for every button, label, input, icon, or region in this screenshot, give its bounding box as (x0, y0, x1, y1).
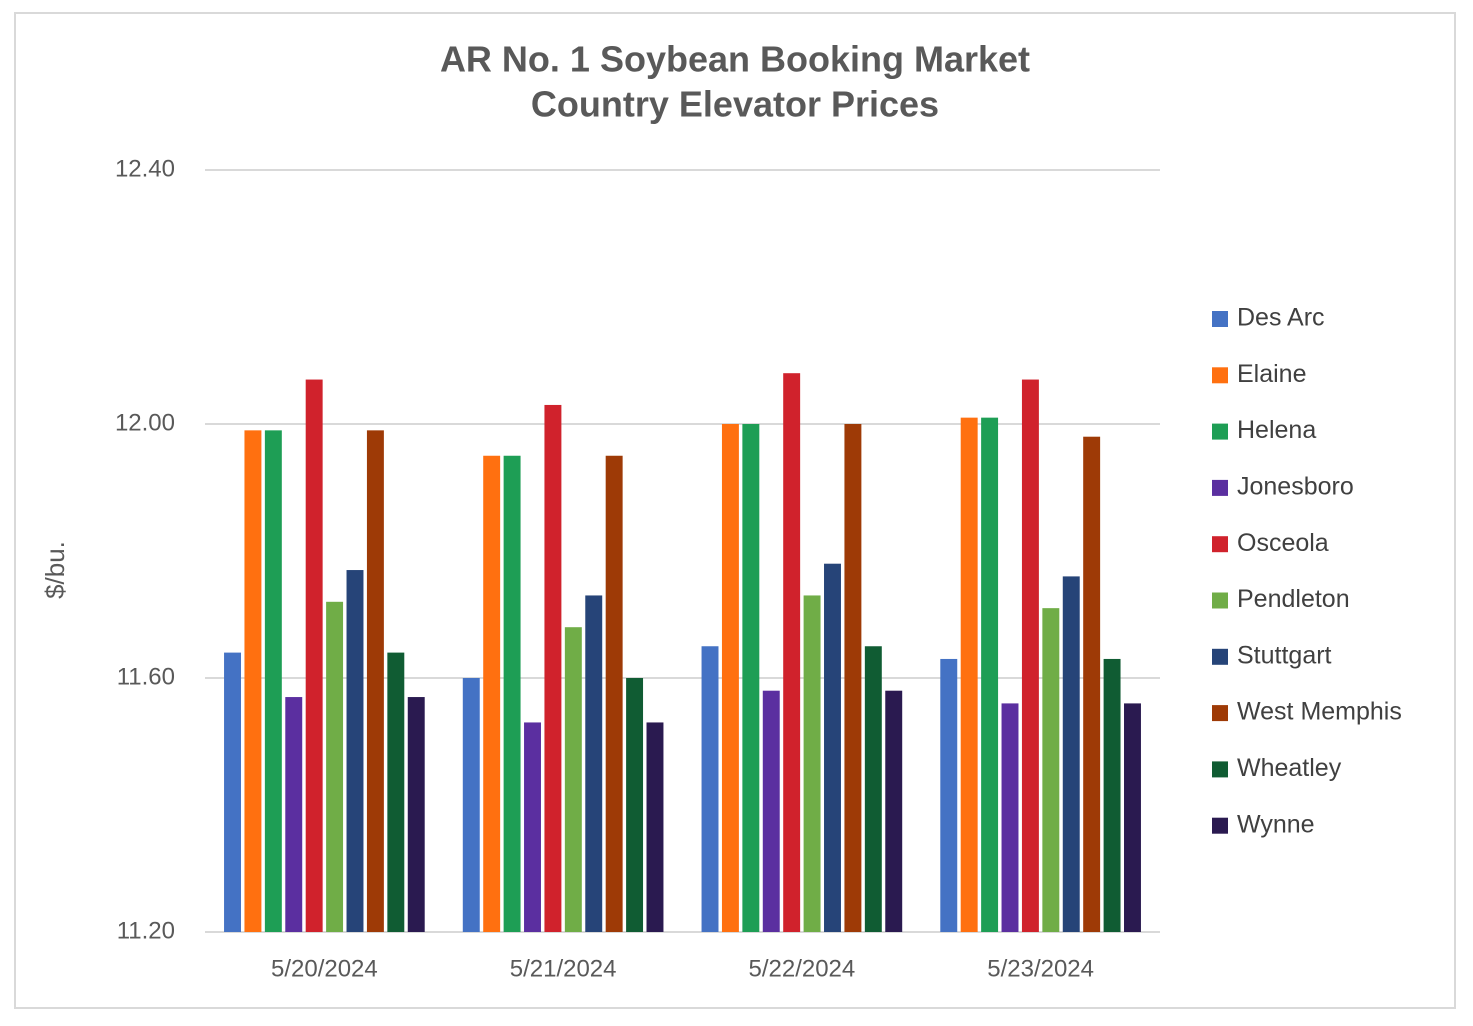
y-tick-label: 12.00 (115, 409, 175, 436)
legend-swatch (1212, 479, 1228, 496)
bar (762, 690, 780, 932)
y-tick-label: 11.20 (117, 917, 175, 944)
x-tick-label: 5/20/2024 (271, 955, 378, 982)
bar (864, 646, 882, 932)
legend-swatch (1212, 311, 1228, 327)
bar (1062, 576, 1080, 932)
bar (803, 595, 821, 932)
bar (742, 424, 760, 932)
bar (346, 570, 364, 932)
bar (605, 455, 623, 932)
bar (264, 430, 282, 932)
legend-label: Stuttgart (1237, 641, 1332, 669)
bar (1103, 658, 1121, 932)
bar (305, 379, 323, 932)
bar (564, 627, 582, 932)
legend-label: Wynne (1237, 810, 1315, 838)
legend-label: West Memphis (1237, 698, 1402, 726)
bar (626, 678, 644, 932)
bar (1083, 436, 1101, 932)
bar (960, 417, 978, 932)
bar (885, 690, 903, 932)
bar (462, 678, 480, 932)
bar (326, 601, 344, 932)
bar (1021, 379, 1039, 932)
bar (503, 455, 521, 932)
bar (1001, 703, 1019, 932)
bar (544, 404, 562, 932)
x-tick-label: 5/23/2024 (987, 955, 1094, 982)
legend-swatch (1212, 648, 1228, 665)
bar (844, 424, 862, 932)
bar (1042, 608, 1060, 932)
legend-label: Elaine (1237, 360, 1307, 388)
bar (483, 455, 501, 932)
x-tick-label: 5/22/2024 (748, 955, 855, 982)
bar (1124, 703, 1141, 932)
legend-label: Jonesboro (1237, 473, 1354, 501)
chart-title: AR No. 1 Soybean Booking Market (440, 39, 1030, 80)
bar (285, 697, 303, 932)
legend-swatch (1212, 536, 1228, 553)
bar (783, 373, 801, 932)
bar (366, 430, 384, 932)
bar (224, 652, 241, 932)
bar (407, 697, 425, 932)
legend-label: Des Arc (1237, 304, 1325, 332)
bar (981, 417, 999, 932)
y-tick-label: 11.60 (117, 663, 175, 690)
bar (701, 646, 719, 932)
y-axis-label: $/bu. (40, 541, 70, 599)
x-tick-label: 5/21/2024 (510, 955, 617, 982)
legend-swatch (1212, 705, 1228, 722)
legend-label: Pendleton (1237, 585, 1350, 613)
legend-label: Helena (1237, 416, 1316, 444)
y-tick-label: 12.40 (115, 155, 175, 182)
legend-swatch (1212, 367, 1228, 384)
legend-swatch (1212, 423, 1228, 440)
bar (524, 722, 541, 932)
legend-swatch (1212, 817, 1228, 834)
chart-subtitle: Country Elevator Prices (531, 84, 939, 125)
legend-label: Wheatley (1237, 754, 1342, 782)
legend-label: Osceola (1237, 529, 1329, 557)
bar (940, 658, 958, 932)
legend-swatch (1212, 761, 1228, 778)
bar (721, 424, 739, 932)
bar (585, 595, 603, 932)
bar (646, 722, 664, 932)
legend-swatch (1212, 592, 1228, 609)
bar (824, 563, 841, 932)
bar (387, 652, 405, 932)
bar (244, 430, 262, 932)
